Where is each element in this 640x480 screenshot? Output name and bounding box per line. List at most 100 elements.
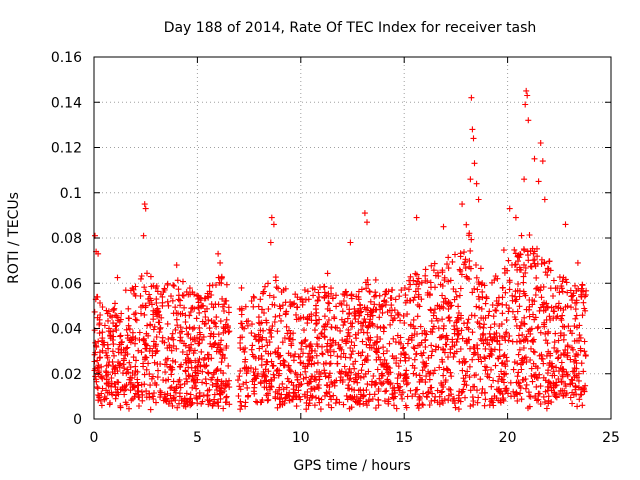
- data-point: [120, 361, 127, 368]
- data-point: [404, 379, 411, 386]
- data-point: [205, 356, 212, 362]
- data-point: [110, 333, 117, 340]
- data-point: [224, 381, 231, 387]
- data-point: [334, 360, 341, 367]
- data-point: [443, 341, 450, 348]
- data-point: [390, 335, 397, 342]
- data-point: [549, 372, 556, 379]
- data-point: [456, 266, 463, 273]
- data-point: [218, 280, 225, 287]
- data-point: [348, 395, 355, 402]
- data-point: [185, 357, 192, 364]
- data-point: [297, 359, 304, 366]
- data-point: [411, 325, 418, 332]
- data-point: [98, 390, 105, 397]
- data-point: [513, 338, 520, 345]
- data-point: [95, 392, 101, 398]
- data-point: [325, 374, 332, 381]
- data-point: [165, 302, 172, 309]
- data-point: [94, 385, 101, 392]
- data-point: [326, 393, 333, 400]
- data-point: [333, 377, 340, 384]
- data-point: [188, 364, 195, 371]
- data-point: [272, 274, 279, 281]
- data-point: [457, 346, 464, 352]
- data-point: [442, 299, 449, 306]
- data-point-notable: [473, 180, 480, 187]
- data-point: [506, 333, 513, 339]
- data-point: [427, 306, 434, 313]
- data-point: [475, 394, 482, 401]
- data-point: [550, 293, 556, 299]
- data-point: [376, 301, 383, 308]
- data-point: [324, 270, 331, 277]
- y-tick-label: 0.12: [51, 141, 82, 157]
- data-point: [477, 323, 483, 330]
- data-point: [129, 375, 135, 382]
- data-point: [113, 327, 120, 334]
- data-point: [547, 350, 554, 357]
- data-point: [221, 308, 227, 314]
- data-point: [110, 341, 117, 348]
- data-point: [549, 363, 556, 370]
- data-point: [531, 248, 538, 255]
- data-point: [157, 388, 164, 394]
- data-point: [494, 275, 501, 282]
- data-point: [304, 288, 311, 295]
- data-point: [381, 397, 388, 404]
- data-point: [474, 286, 481, 293]
- data-point: [578, 360, 585, 367]
- data-point: [535, 323, 542, 330]
- data-point: [522, 269, 529, 276]
- data-point: [126, 326, 133, 333]
- data-point: [556, 391, 563, 398]
- data-point: [382, 301, 389, 308]
- data-point: [561, 332, 568, 339]
- data-point: [146, 291, 153, 298]
- data-point: [488, 347, 495, 354]
- x-tick-label: 0: [90, 430, 99, 446]
- data-point: [522, 265, 529, 271]
- data-point: [530, 348, 537, 355]
- data-point: [451, 350, 458, 357]
- data-point: [452, 288, 459, 295]
- data-point: [313, 368, 320, 375]
- data-point: [196, 329, 203, 336]
- data-point: [311, 360, 318, 367]
- data-point: [349, 348, 356, 355]
- data-point: [520, 288, 527, 295]
- data-point: [308, 311, 315, 318]
- data-point: [528, 373, 535, 379]
- data-point: [554, 355, 561, 362]
- data-point: [326, 361, 333, 367]
- data-point: [138, 388, 145, 395]
- data-point: [186, 285, 193, 292]
- data-point: [365, 368, 372, 375]
- data-point: [445, 254, 452, 261]
- data-point: [313, 320, 319, 327]
- data-point: [525, 389, 532, 396]
- data-point: [428, 352, 435, 359]
- data-point: [274, 349, 281, 356]
- data-point: [347, 354, 354, 361]
- data-point: [97, 398, 104, 404]
- data-point: [262, 283, 268, 290]
- data-point: [544, 272, 551, 279]
- data-point: [222, 399, 229, 406]
- data-point: [168, 293, 174, 300]
- data-point: [218, 382, 225, 389]
- data-point: [582, 307, 589, 314]
- data-point: [385, 398, 392, 405]
- data-point: [420, 359, 427, 366]
- data-point-notable: [413, 214, 420, 221]
- data-point: [557, 387, 564, 394]
- data-point: [186, 396, 193, 403]
- data-point: [311, 286, 318, 293]
- data-point: [395, 363, 402, 370]
- data-point: [103, 369, 110, 376]
- data-point: [411, 294, 418, 301]
- data-point: [176, 393, 183, 400]
- data-point: [563, 279, 570, 286]
- data-point: [427, 369, 434, 376]
- data-point: [422, 337, 429, 344]
